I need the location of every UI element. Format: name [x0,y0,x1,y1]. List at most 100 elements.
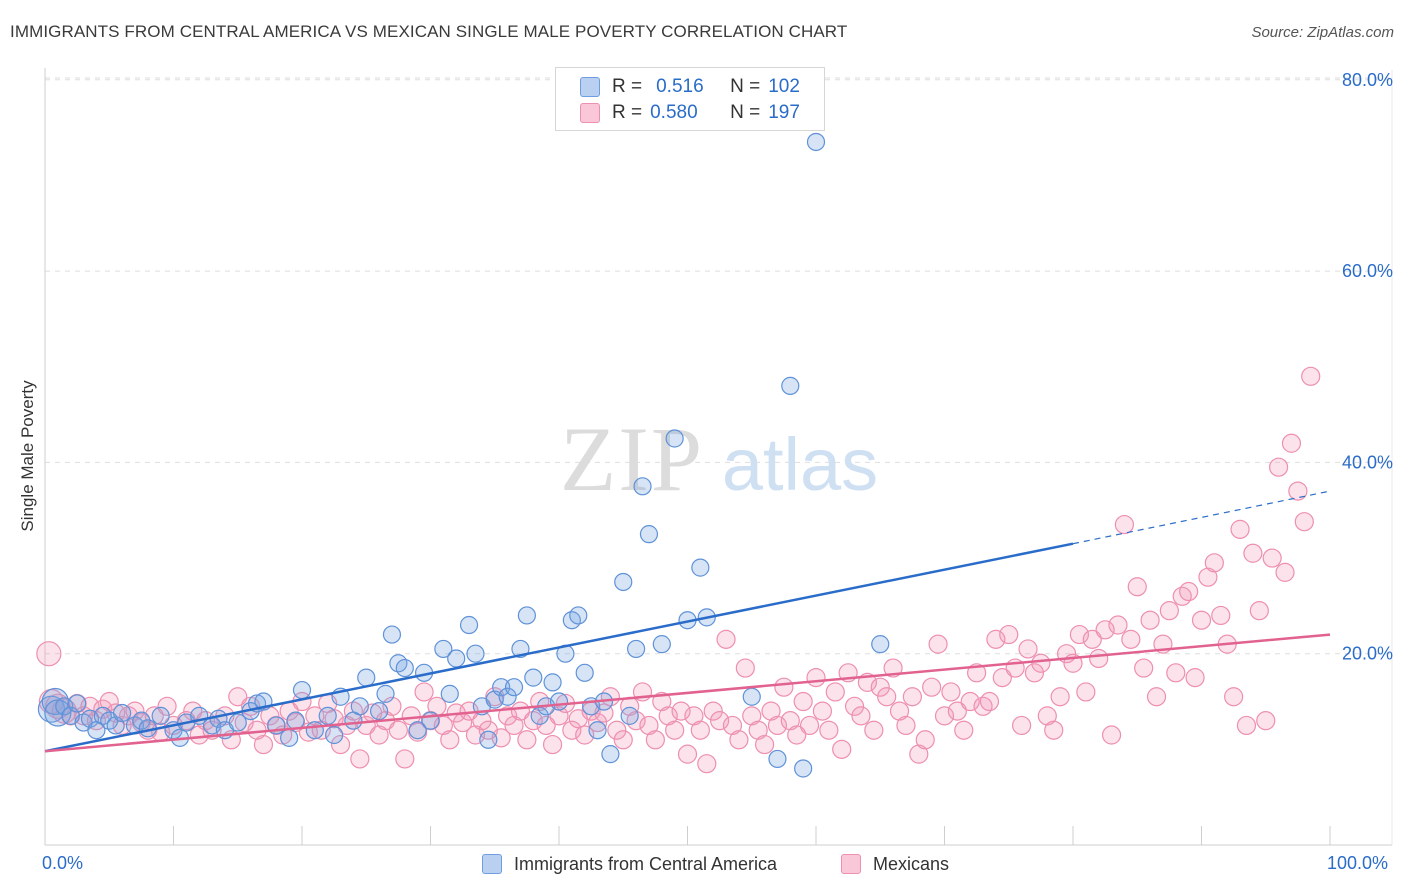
mexicans-point [1301,366,1321,386]
central-america-point [350,697,369,716]
mexicans-point [93,699,113,719]
mexicans-point [1121,629,1141,649]
mexicans-point [504,715,524,736]
mexicans-point [1249,601,1269,621]
mexicans-point [587,712,608,733]
bottom-legend-swatch-blue [482,854,502,874]
mexicans-point [613,730,633,750]
mexicans-point [1076,682,1096,702]
mexicans-point [1179,581,1199,602]
mexicans-point [870,677,890,697]
mexicans-point [735,658,755,678]
central-america-point [588,721,607,740]
mexicans-point [1288,481,1308,501]
mexicans-point [498,706,518,726]
central-america-point [459,615,479,635]
mexicans-point [832,739,852,759]
mexicans-point [1236,715,1257,736]
mexicans-point [799,715,820,736]
mexicans-point [1159,601,1179,621]
chart-title: IMMIGRANTS FROM CENTRAL AMERICA VS MEXIC… [10,22,848,41]
central-america-point [569,606,588,625]
central-america-point [601,745,620,764]
mexicans-point [1082,629,1102,649]
mexicans-point [767,715,788,736]
mexicans-point [1191,610,1212,630]
central-america-points [37,132,890,778]
mexicans-point [1294,512,1314,532]
central-america-point [376,684,395,703]
mexicans-point [330,734,351,755]
central-america-point [639,525,659,544]
central-america-point [524,668,543,687]
legend-row-central-america: R = 0.516 N = 102 [580,74,800,100]
mexicans-point [305,706,325,726]
legend-n-value: 197 [768,102,800,123]
source-label: Source: ZipAtlas.com [1251,24,1394,41]
central-america-point [280,728,299,747]
mexicans-point [787,725,807,745]
mexicans-point [761,701,781,721]
mexicans-point [1166,663,1186,683]
mexicans-point [1018,639,1038,659]
mexicans-point [1031,653,1051,673]
central-america-point [543,673,562,692]
mexicans-point [979,691,1000,712]
mexicans-point [440,730,460,750]
mexicans-point [902,687,922,707]
central-america-point [691,558,710,577]
mexicans-point [934,706,955,726]
central-america-point [768,749,787,769]
mexicans-point [960,691,980,712]
mexicans-point [671,701,691,721]
mexicans-point [1089,648,1109,669]
mexicans-point [909,744,929,764]
mexicans-point [1095,620,1115,640]
central-america-point [305,721,324,740]
y-tick-label: 80.0% [1342,70,1393,90]
mexicans-point [1011,715,1032,736]
central-america-point [292,680,312,700]
central-america-point [575,663,594,682]
mexicans-point [677,744,698,764]
mexicans-point [1114,514,1135,535]
legend-n-value: 102 [768,76,800,97]
bottom-legend-label: Immigrants from Central America [514,853,778,874]
central-america-point [806,132,826,152]
mexicans-point [1230,519,1250,539]
mexicans-point [1146,687,1167,707]
mexicans-point [157,696,177,716]
mexicans-point [722,715,743,736]
central-america-point [357,668,376,687]
mexicans-point [896,715,916,736]
mexicans-point [889,701,910,721]
y-tick-label: 40.0% [1342,452,1393,472]
mexicans-point [36,641,62,667]
mexicans-point [986,629,1006,649]
legend-n-label: N = [730,76,761,97]
central-america-point [370,701,389,721]
mexicans-point [915,730,935,750]
central-america-point [549,692,569,711]
central-america-point [395,658,414,678]
bottom-legend-label: Mexicans [873,853,950,874]
mexicans-point [703,701,723,721]
mexicans-point [1134,658,1154,678]
y-tick-labels: 20.0% 40.0% 60.0% 80.0% [1342,70,1393,664]
mexicans-point [864,720,884,740]
mexicans-point [517,730,537,750]
x-tick-label-min: 0.0% [42,853,84,873]
central-america-point [440,684,459,703]
central-america-point [318,706,337,725]
mexicans-point [414,682,434,702]
mexicans-point [967,663,987,683]
y-tick-label: 20.0% [1342,644,1393,664]
mexicans-trend-line [44,633,1331,753]
central-america-point [151,706,170,725]
mexicans-point [690,720,710,740]
bottom-legend-central-america: Immigrants from Central America [482,851,777,877]
central-america-point [626,639,646,659]
mexicans-point [607,720,627,740]
mexicans-point [1256,711,1276,731]
mexicans-point [1262,548,1282,568]
